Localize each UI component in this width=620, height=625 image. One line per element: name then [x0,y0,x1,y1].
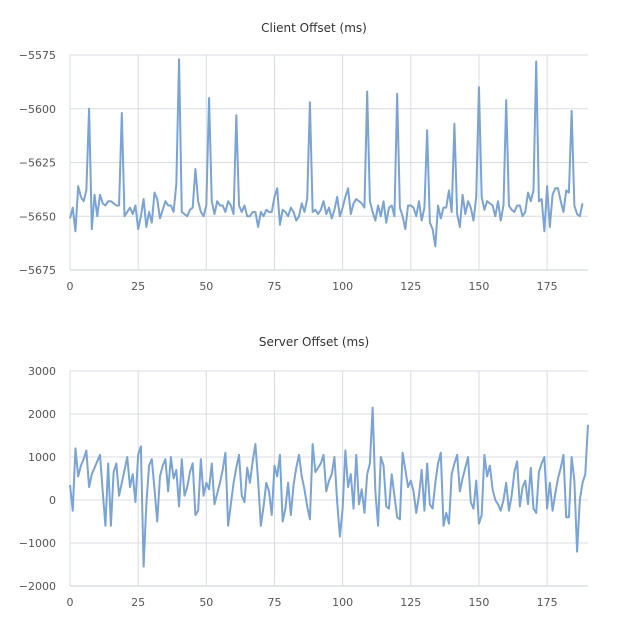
server-offset-ytick-label: 0 [49,494,56,507]
server-offset-chart: Server Offset (ms)3000200010000−1000−200… [19,335,589,609]
client-offset-xtick-label: 100 [332,280,353,293]
client-offset-ytick-label: −5575 [19,49,56,62]
client-offset-xtick-label: 150 [468,280,489,293]
server-offset-xtick-label: 125 [400,596,421,609]
server-offset-xtick-label: 75 [267,596,281,609]
server-offset-xtick-label: 175 [537,596,558,609]
client-offset-series-line [69,58,584,248]
client-offset-xtick-label: 75 [267,280,281,293]
client-offset-ytick-label: −5600 [19,103,56,116]
server-offset-series-line [69,406,589,568]
server-offset-xtick-label: 50 [199,596,213,609]
client-offset-xtick-label: 50 [199,280,213,293]
server-offset-xtick-label: 25 [131,596,145,609]
server-offset-ytick-label: −1000 [19,537,56,550]
client-offset-ytick-label: −5675 [19,264,56,277]
server-offset-ytick-label: −2000 [19,580,56,593]
client-offset-xtick-label: 125 [400,280,421,293]
client-offset-xtick-label: 25 [131,280,145,293]
client-offset-ytick-label: −5625 [19,157,56,170]
server-offset-xtick-label: 0 [67,596,74,609]
server-offset-ytick-label: 1000 [28,451,56,464]
server-offset-xtick-label: 100 [332,596,353,609]
server-offset-ytick-label: 3000 [28,365,56,378]
client-offset-ytick-label: −5650 [19,210,56,223]
server-offset-ytick-label: 2000 [28,408,56,421]
client-offset-title: Client Offset (ms) [261,21,367,35]
server-offset-title: Server Offset (ms) [259,335,369,349]
client-offset-xtick-label: 0 [67,280,74,293]
client-offset-xtick-label: 175 [537,280,558,293]
server-offset-xtick-label: 150 [468,596,489,609]
client-offset-chart: Client Offset (ms) −5575 −5600 −5625 −5650 −5… [19,21,588,293]
